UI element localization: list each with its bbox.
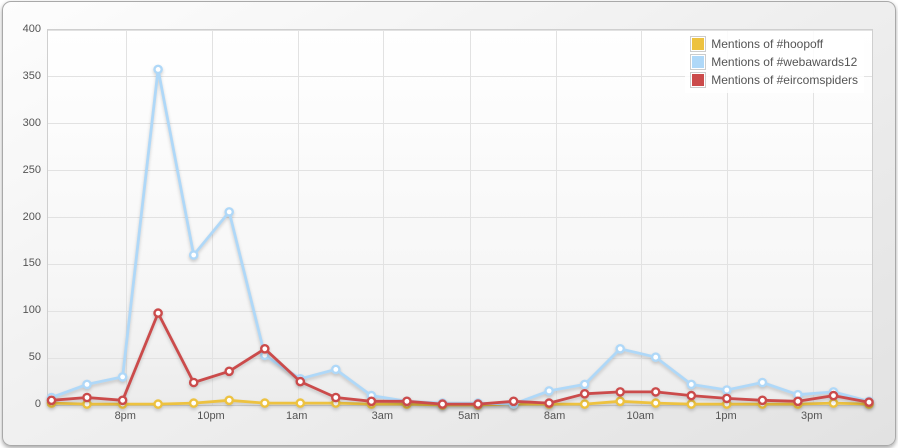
data-point[interactable] [117, 395, 128, 406]
data-point[interactable] [188, 377, 199, 388]
y-tick-label: 50 [28, 351, 41, 364]
series-line [50, 68, 871, 406]
y-tick-label: 400 [22, 23, 41, 35]
x-tick-label: 3pm [800, 410, 823, 422]
legend-label: Mentions of #hoopoff [711, 37, 824, 51]
data-point[interactable] [757, 377, 768, 388]
v-gridline [641, 30, 643, 405]
data-point[interactable] [650, 398, 661, 408]
legend-swatch-icon [690, 54, 707, 70]
data-point[interactable] [153, 64, 163, 75]
data-point[interactable] [82, 392, 92, 403]
data-point[interactable] [259, 398, 270, 408]
h-gridline [48, 357, 872, 359]
data-point[interactable] [793, 396, 803, 407]
data-point[interactable] [544, 398, 554, 408]
data-point[interactable] [686, 390, 697, 401]
data-point[interactable] [46, 395, 57, 406]
y-tick-label: 0 [34, 398, 41, 410]
y-tick-label: 350 [22, 69, 41, 82]
series-mentions-of-eircomspiders [46, 308, 874, 409]
data-point[interactable] [579, 399, 590, 409]
y-tick-label: 300 [22, 116, 41, 129]
v-gridline [383, 30, 385, 405]
data-point[interactable] [224, 395, 234, 406]
data-point[interactable] [224, 366, 234, 377]
data-point[interactable] [330, 392, 341, 403]
x-tick-label: 10pm [197, 410, 225, 422]
h-gridline [48, 310, 872, 312]
data-point[interactable] [579, 379, 590, 390]
data-point[interactable] [117, 372, 128, 382]
data-point[interactable] [722, 385, 732, 395]
h-gridline [48, 123, 872, 125]
x-tick-label: 1am [285, 410, 308, 422]
data-point[interactable] [544, 386, 554, 396]
data-point[interactable] [650, 352, 661, 363]
data-point[interactable] [473, 399, 483, 409]
data-point[interactable] [224, 207, 234, 217]
data-point[interactable] [828, 398, 839, 408]
data-point[interactable] [330, 364, 341, 375]
h-gridline [48, 217, 872, 218]
h-gridline [48, 29, 872, 31]
data-point[interactable] [650, 387, 661, 397]
data-point[interactable] [188, 250, 199, 260]
v-gridline [726, 30, 728, 405]
data-point[interactable] [153, 308, 163, 318]
legend: Mentions of #hoopoff Mentions of #webawar… [685, 31, 864, 93]
h-gridline [48, 76, 872, 78]
data-point[interactable] [828, 390, 839, 401]
h-gridline [48, 170, 872, 172]
x-tick-label: 5am [458, 410, 480, 422]
y-tick-label: 250 [22, 163, 41, 176]
v-gridline [555, 30, 557, 405]
series-mentions-of-webawards12 [46, 64, 874, 409]
x-tick-label: 8pm [114, 410, 136, 422]
plot-area: Mentions of #hoopoff Mentions of #webawar… [46, 29, 874, 410]
data-point[interactable] [757, 395, 768, 406]
data-point[interactable] [153, 399, 163, 409]
legend-item: Mentions of #webawards12 [690, 53, 858, 71]
data-point[interactable] [615, 396, 626, 407]
data-point[interactable] [686, 399, 697, 409]
x-tick-label: 8am [543, 410, 566, 422]
data-point[interactable] [579, 388, 590, 399]
chart-canvas[interactable] [46, 30, 874, 410]
data-point[interactable] [82, 379, 92, 390]
data-point[interactable] [508, 396, 519, 407]
legend-item: Mentions of #eircomspiders [690, 71, 858, 89]
data-point[interactable] [615, 343, 626, 354]
v-gridline [812, 30, 814, 405]
y-tick-label: 100 [22, 304, 41, 317]
x-tick-label: 1pm [715, 410, 737, 422]
legend-label: Mentions of #eircomspiders [711, 73, 858, 87]
x-tick-label: 10am [626, 410, 655, 422]
v-gridline [211, 30, 213, 405]
v-gridline [297, 30, 299, 405]
data-point[interactable] [722, 393, 732, 404]
x-tick-label: 3am [371, 410, 394, 422]
data-point[interactable] [864, 397, 874, 408]
legend-item: Mentions of #hoopoff [690, 35, 858, 53]
series-line [50, 311, 871, 406]
data-point[interactable] [366, 396, 377, 407]
data-point[interactable] [259, 343, 270, 354]
h-gridline [48, 263, 872, 265]
data-point[interactable] [615, 387, 626, 397]
legend-label: Mentions of #webawards12 [711, 55, 858, 69]
v-gridline [126, 30, 128, 405]
legend-swatch-icon [690, 36, 707, 52]
data-point[interactable] [437, 399, 448, 409]
data-point[interactable] [295, 376, 306, 387]
legend-swatch-icon [690, 72, 707, 88]
v-gridline [469, 30, 471, 405]
y-tick-label: 200 [22, 210, 41, 223]
data-point[interactable] [188, 398, 199, 408]
y-tick-label: 150 [22, 257, 41, 270]
data-point[interactable] [686, 379, 697, 390]
data-point[interactable] [295, 398, 306, 408]
data-point[interactable] [402, 396, 412, 407]
